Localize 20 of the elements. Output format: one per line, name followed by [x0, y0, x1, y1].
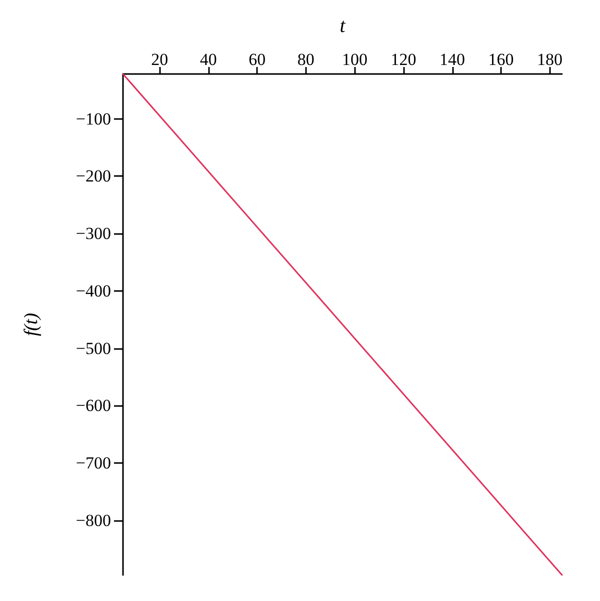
x-tick-label: 40 — [200, 50, 217, 69]
x-tick-label: 20 — [151, 50, 168, 69]
y-tick-label: −300 — [76, 224, 111, 244]
x-tick-label: 140 — [440, 50, 465, 69]
x-axis-title: t — [340, 15, 346, 37]
y-tick-label: −800 — [76, 510, 111, 530]
y-tick-label: −600 — [76, 396, 111, 416]
x-tick-label: 180 — [537, 50, 563, 69]
y-tick-label: −700 — [76, 454, 111, 473]
x-tick-label: 80 — [297, 50, 314, 69]
x-tick-label: 160 — [488, 50, 514, 69]
y-axis-title: f(t) — [21, 312, 42, 336]
y-tick-label: −200 — [76, 166, 111, 186]
x-tick-label: 60 — [248, 50, 266, 69]
y-tick-label: −500 — [76, 338, 111, 358]
x-tick-label: 120 — [390, 50, 416, 69]
y-tick-label: −400 — [76, 281, 111, 300]
line-series — [122, 73, 563, 576]
y-tick-label: −100 — [76, 109, 111, 128]
x-tick-label: 100 — [342, 50, 368, 69]
